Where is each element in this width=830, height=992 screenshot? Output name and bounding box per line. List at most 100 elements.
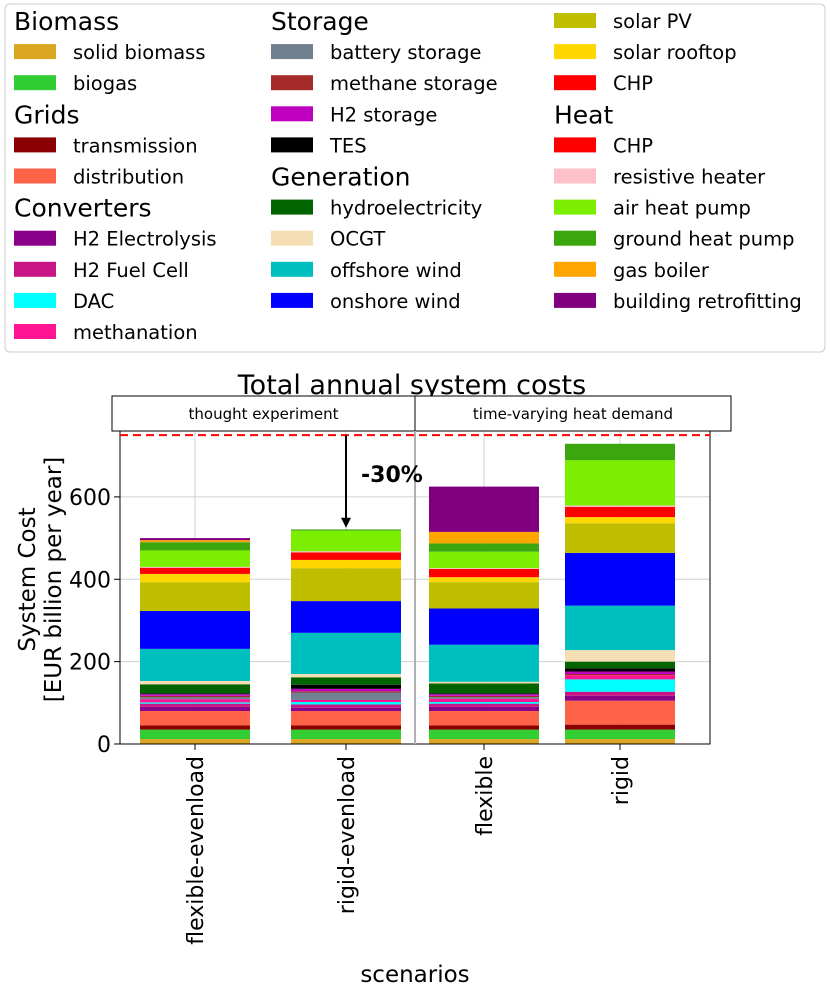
bar-stack-rigid-evenload — [291, 529, 401, 744]
legend-group-heat: Heat — [554, 100, 613, 129]
legend-label-dac: DAC — [73, 290, 114, 313]
legend-label-biogas: biogas — [73, 72, 137, 95]
bar-rigid-evenload-ocgt — [291, 673, 401, 678]
bar-rigid-evenload-solid-biomass — [291, 739, 401, 744]
bar-rigid-evenload-transmission — [291, 725, 401, 730]
y-axis-label-line: [EUR billion per year] — [41, 457, 67, 703]
bar-rigid-transmission — [565, 724, 675, 730]
legend-label-h2-storage: H2 storage — [330, 103, 437, 126]
legend-swatch-methane-storage — [271, 75, 313, 91]
bar-flexible-evenload-gas-boiler — [140, 540, 250, 543]
facet-strip-time-varying-heat-demand — [414, 395, 732, 432]
bar-rigid-evenload-biogas — [291, 729, 401, 740]
facet-strips: thought experiment time-varying heat dema… — [111, 395, 732, 432]
bar-rigid-methanation — [565, 675, 675, 680]
x-tick-label-rigid-evenload: rigid-evenload — [335, 756, 360, 914]
legend-label-tes: TES — [329, 134, 367, 157]
bar-rigid-solar-rooftop — [565, 517, 675, 524]
legend-swatch-solid-biomass — [14, 44, 56, 60]
bar-flexible-air-heat-pump — [429, 551, 539, 569]
legend-label-ground-heat-pump: ground heat pump — [613, 228, 794, 251]
bar-flexible-evenload-building-retrofitting — [140, 538, 250, 541]
bar-flexible-evenload-h2-storage — [140, 694, 250, 696]
y-axis-label: System Cost [EUR billion per year] — [15, 457, 67, 703]
bar-flexible-evenload-onshore-wind — [140, 610, 250, 649]
bar-flexible-resistive-heater — [429, 568, 539, 569]
bar-flexible-biogas — [429, 729, 539, 740]
legend-label-methane-storage: methane storage — [330, 72, 498, 95]
bar-rigid-evenload-methane-storage — [291, 691, 401, 693]
bar-rigid-offshore-wind — [565, 605, 675, 651]
bar-rigid-evenload-solar-pv — [291, 568, 401, 602]
bar-flexible-solid-biomass — [429, 739, 539, 744]
bar-rigid-air-heat-pump — [565, 460, 675, 506]
legend-label-resistive-heater: resistive heater — [613, 166, 766, 189]
bar-flexible-evenload-chp — [140, 567, 250, 574]
legend-label-hydroelectricity: hydroelectricity — [330, 197, 482, 220]
bar-flexible-evenload-methanation — [140, 699, 250, 703]
bar-rigid-onshore-wind — [565, 552, 675, 606]
facet-strip-label: thought experiment — [189, 405, 339, 423]
legend-swatch-tes — [271, 137, 313, 153]
legend-swatch-ground-heat-pump — [554, 230, 596, 246]
x-tick-label-flexible-evenload: flexible-evenload — [184, 756, 209, 945]
bar-flexible-evenload-h2-fuel-cell — [140, 703, 250, 707]
legend-swatch-onshore-wind — [271, 292, 313, 308]
y-axis-label-line: System Cost — [15, 507, 41, 651]
bar-rigid-evenload-hydroelectricity — [291, 677, 401, 685]
bar-flexible-ground-heat-pump — [429, 543, 539, 552]
bar-rigid-evenload-methanation — [291, 699, 401, 702]
bar-rigid-dac — [565, 679, 675, 692]
x-tick-label-flexible: flexible — [473, 756, 498, 836]
legend-swatch-h2-fuel-cell — [14, 261, 56, 277]
bar-rigid-evenload-tes — [291, 684, 401, 689]
y-tick-label: 600 — [69, 486, 111, 511]
legend-group-biomass: Biomass — [14, 7, 119, 36]
legend-label-solid-biomass: solid biomass — [73, 41, 206, 64]
legend-label-ocgt: OCGT — [330, 228, 385, 251]
legend-label-h2-electrolysis: H2 Electrolysis — [73, 228, 217, 251]
bar-flexible-h2-storage — [429, 694, 539, 696]
x-axis-label: scenarios — [360, 962, 469, 988]
legend-group-grids: Grids — [14, 100, 80, 129]
bar-rigid-methane-storage — [565, 673, 675, 676]
bar-flexible-transmission — [429, 725, 539, 730]
bar-rigid-h2-fuel-cell — [565, 691, 675, 696]
bar-rigid-evenload-offshore-wind — [291, 632, 401, 674]
y-tick-label: 0 — [97, 733, 111, 758]
bar-flexible-solar-rooftop — [429, 577, 539, 583]
legend-label-chp: CHP — [613, 72, 653, 95]
legend-label-transmission: transmission — [73, 134, 198, 157]
legend-swatch-h2-storage — [271, 106, 313, 122]
legend-label-solar-rooftop: solar rooftop — [613, 41, 737, 64]
legend-swatch-distribution — [14, 168, 56, 184]
bar-rigid-ground-heat-pump — [565, 443, 675, 461]
bar-flexible-distribution — [429, 711, 539, 726]
legend-swatch-chp — [554, 75, 596, 91]
legend-label-distribution: distribution — [73, 166, 184, 189]
bar-flexible-evenload-h2-electrolysis — [140, 706, 250, 712]
legend-swatch-solar-pv — [554, 13, 596, 28]
bar-flexible-evenload-hydroelectricity — [140, 684, 250, 694]
bar-stack-flexible — [429, 486, 539, 744]
bar-flexible-battery-storage — [429, 697, 539, 699]
legend-label-building-retrofitting: building retrofitting — [613, 290, 802, 313]
bar-rigid-solid-biomass — [565, 739, 675, 744]
legend: Biomass solid biomass biogas Grids transmiss… — [14, 7, 802, 344]
legend-label-h2-fuel-cell: H2 Fuel Cell — [73, 259, 189, 282]
y-tick-label: 200 — [69, 651, 111, 676]
bar-flexible-dac — [429, 701, 539, 704]
legend-label-chp: CHP — [613, 134, 653, 157]
bar-flexible-solar-pv — [429, 582, 539, 609]
legend-swatch-offshore-wind — [271, 261, 313, 277]
bar-flexible-gas-boiler — [429, 531, 539, 544]
legend-label-onshore-wind: onshore wind — [330, 290, 461, 313]
legend-group-generation: Generation — [271, 163, 410, 192]
bar-rigid-evenload-h2-electrolysis — [291, 707, 401, 712]
bar-flexible-evenload-ocgt — [140, 680, 250, 685]
bar-flexible-h2-fuel-cell — [429, 703, 539, 707]
legend-group-storage: Storage — [271, 7, 369, 36]
bar-stack-rigid — [565, 443, 675, 744]
bar-rigid-evenload-dac — [291, 701, 401, 705]
